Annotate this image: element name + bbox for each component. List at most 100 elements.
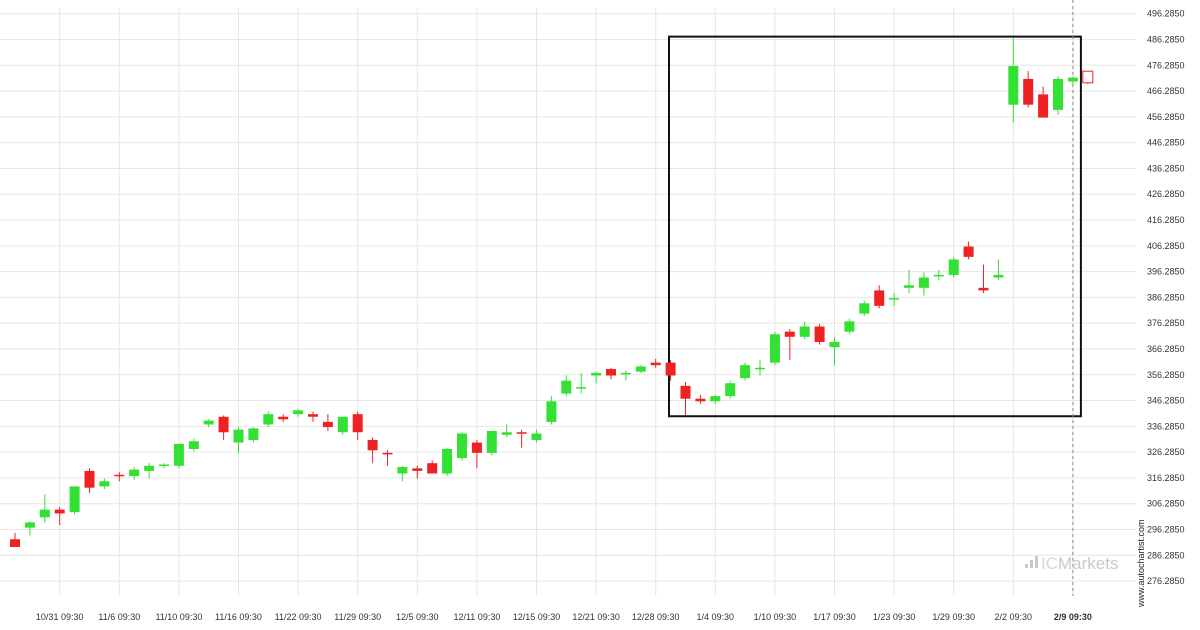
candle-body: [233, 429, 244, 443]
candle: [918, 272, 929, 296]
candle-body: [1067, 77, 1078, 82]
candle: [784, 329, 795, 361]
candle: [755, 360, 765, 376]
logo-bar: [1025, 564, 1028, 568]
candle: [233, 427, 244, 453]
candle-body: [486, 430, 497, 453]
candle-body: [889, 298, 900, 300]
candle-body: [367, 439, 378, 451]
candle-body: [725, 383, 736, 397]
grid: [0, 8, 1136, 596]
candle-body: [69, 486, 80, 513]
candle-body: [516, 432, 527, 434]
candle-body: [561, 380, 572, 394]
candle: [531, 429, 542, 443]
x-tick-label: 12/28 09:30: [632, 612, 680, 622]
highlight-box: [668, 35, 1082, 418]
candle: [248, 427, 259, 443]
candle-body: [457, 433, 467, 459]
candle-body: [99, 481, 110, 487]
candle-body: [576, 387, 587, 389]
candle-body: [844, 321, 855, 332]
candle: [293, 409, 304, 417]
candle: [561, 375, 572, 397]
candle: [99, 478, 110, 489]
y-tick-label: 406.2850: [1147, 241, 1185, 251]
candle: [948, 256, 959, 278]
candle-body: [1053, 78, 1063, 110]
candle: [188, 438, 199, 452]
candle: [39, 494, 50, 523]
candle-body: [635, 366, 646, 372]
candle-body: [665, 362, 676, 376]
candle-body: [650, 362, 661, 366]
candle: [382, 450, 393, 466]
candle-body: [84, 470, 95, 488]
candle-body: [993, 274, 1004, 278]
candle: [650, 358, 661, 368]
candle-body: [382, 452, 393, 455]
candle-body: [1038, 94, 1049, 118]
candle-body: [159, 464, 169, 466]
candle: [635, 365, 646, 373]
x-tick-label: 1/17 09:30: [813, 612, 856, 622]
candle: [978, 264, 989, 293]
candle: [546, 396, 557, 425]
candle: [352, 411, 363, 440]
candle: [159, 463, 169, 469]
candle: [54, 507, 65, 526]
candle-body: [188, 441, 199, 449]
y-tick-label: 386.2850: [1147, 292, 1185, 302]
candle: [576, 372, 587, 394]
candle-body: [114, 474, 125, 477]
candle: [695, 394, 706, 404]
candle: [10, 532, 20, 547]
x-tick-label: 12/11 09:30: [453, 612, 500, 622]
candle: [471, 439, 482, 469]
x-tick-label: 12/21 09:30: [572, 612, 620, 622]
candle-body: [173, 443, 184, 466]
y-tick-label: 436.2850: [1147, 163, 1185, 173]
candle: [889, 292, 900, 306]
brand-prefix: IC: [1041, 554, 1058, 573]
y-tick-label: 456.2850: [1147, 112, 1185, 122]
candle-body: [978, 287, 989, 291]
candles: [10, 37, 1094, 547]
x-tick-label: 11/22 09:30: [275, 612, 322, 622]
candle-body: [39, 509, 50, 518]
watermark: www.autochartist.com: [1136, 519, 1146, 608]
candle-body: [144, 465, 155, 471]
candle-body: [10, 539, 20, 547]
candle: [740, 362, 751, 381]
candle: [322, 414, 333, 431]
candle-body: [799, 326, 810, 337]
candle: [829, 336, 840, 366]
x-tick-label: 2/9 09:30: [1054, 612, 1092, 622]
candle: [367, 437, 378, 464]
y-tick-label: 396.2850: [1147, 267, 1185, 277]
candle-body: [904, 285, 914, 288]
candle-body: [471, 442, 482, 453]
x-tick-label: 1/10 09:30: [754, 612, 797, 622]
candle-body: [442, 449, 453, 474]
candle-body: [918, 277, 929, 288]
candle: [486, 430, 497, 456]
x-tick-label: 11/16 09:30: [215, 612, 262, 622]
candle-body: [874, 290, 885, 306]
candle-body: [501, 432, 512, 435]
y-tick-label: 476.2850: [1147, 60, 1185, 70]
y-tick-label: 496.2850: [1147, 9, 1185, 19]
candle-body: [263, 414, 274, 425]
y-tick-label: 446.2850: [1147, 138, 1185, 148]
candle-body: [427, 463, 438, 474]
candle-body: [948, 259, 959, 275]
candle-body: [963, 246, 974, 257]
x-tick-label: 10/31 09:30: [36, 612, 84, 622]
candle: [501, 424, 512, 438]
candle: [1082, 70, 1094, 85]
candle-body: [337, 416, 348, 433]
candle-body: [1008, 66, 1019, 105]
y-tick-label: 486.2850: [1147, 35, 1185, 45]
candle: [1008, 37, 1019, 123]
